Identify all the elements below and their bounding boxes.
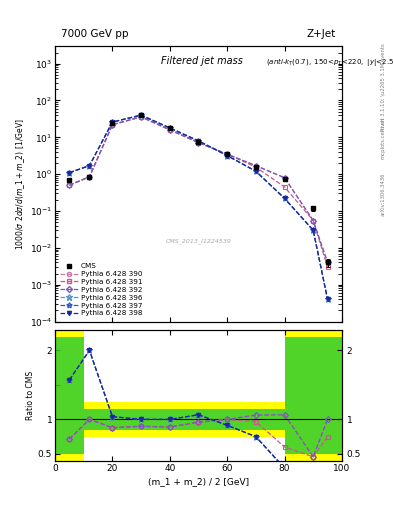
- Text: arXiv:1306.3436: arXiv:1306.3436: [381, 173, 386, 216]
- X-axis label: (m_1 + m_2) / 2 [GeV]: (m_1 + m_2) / 2 [GeV]: [148, 477, 249, 486]
- Text: CMS_2013_I1224539: CMS_2013_I1224539: [165, 239, 231, 244]
- Y-axis label: Ratio to CMS: Ratio to CMS: [26, 371, 35, 420]
- Text: $(anti\text{-}k_T(0.7),\ 150\!<\!p_T\!<\!220,\ |y|\!<\!2.5)$: $(anti\text{-}k_T(0.7),\ 150\!<\!p_T\!<\…: [266, 56, 393, 68]
- Text: Rivet 3.1.10; \u2265 3.1M events: Rivet 3.1.10; \u2265 3.1M events: [381, 43, 386, 131]
- Legend: CMS, Pythia 6.428 390, Pythia 6.428 391, Pythia 6.428 392, Pythia 6.428 396, Pyt: CMS, Pythia 6.428 390, Pythia 6.428 391,…: [59, 262, 144, 318]
- Y-axis label: $1000/\sigma\ 2d\sigma/d(m\_1+m\_2)\ [1/\mathrm{GeV}]$: $1000/\sigma\ 2d\sigma/d(m\_1+m\_2)\ [1/…: [14, 118, 27, 250]
- Text: Z+Jet: Z+Jet: [307, 29, 336, 39]
- Text: 7000 GeV pp: 7000 GeV pp: [61, 29, 128, 39]
- Text: mcplots.cern.ch: mcplots.cern.ch: [381, 117, 386, 159]
- Text: Filtered jet mass: Filtered jet mass: [161, 56, 243, 66]
